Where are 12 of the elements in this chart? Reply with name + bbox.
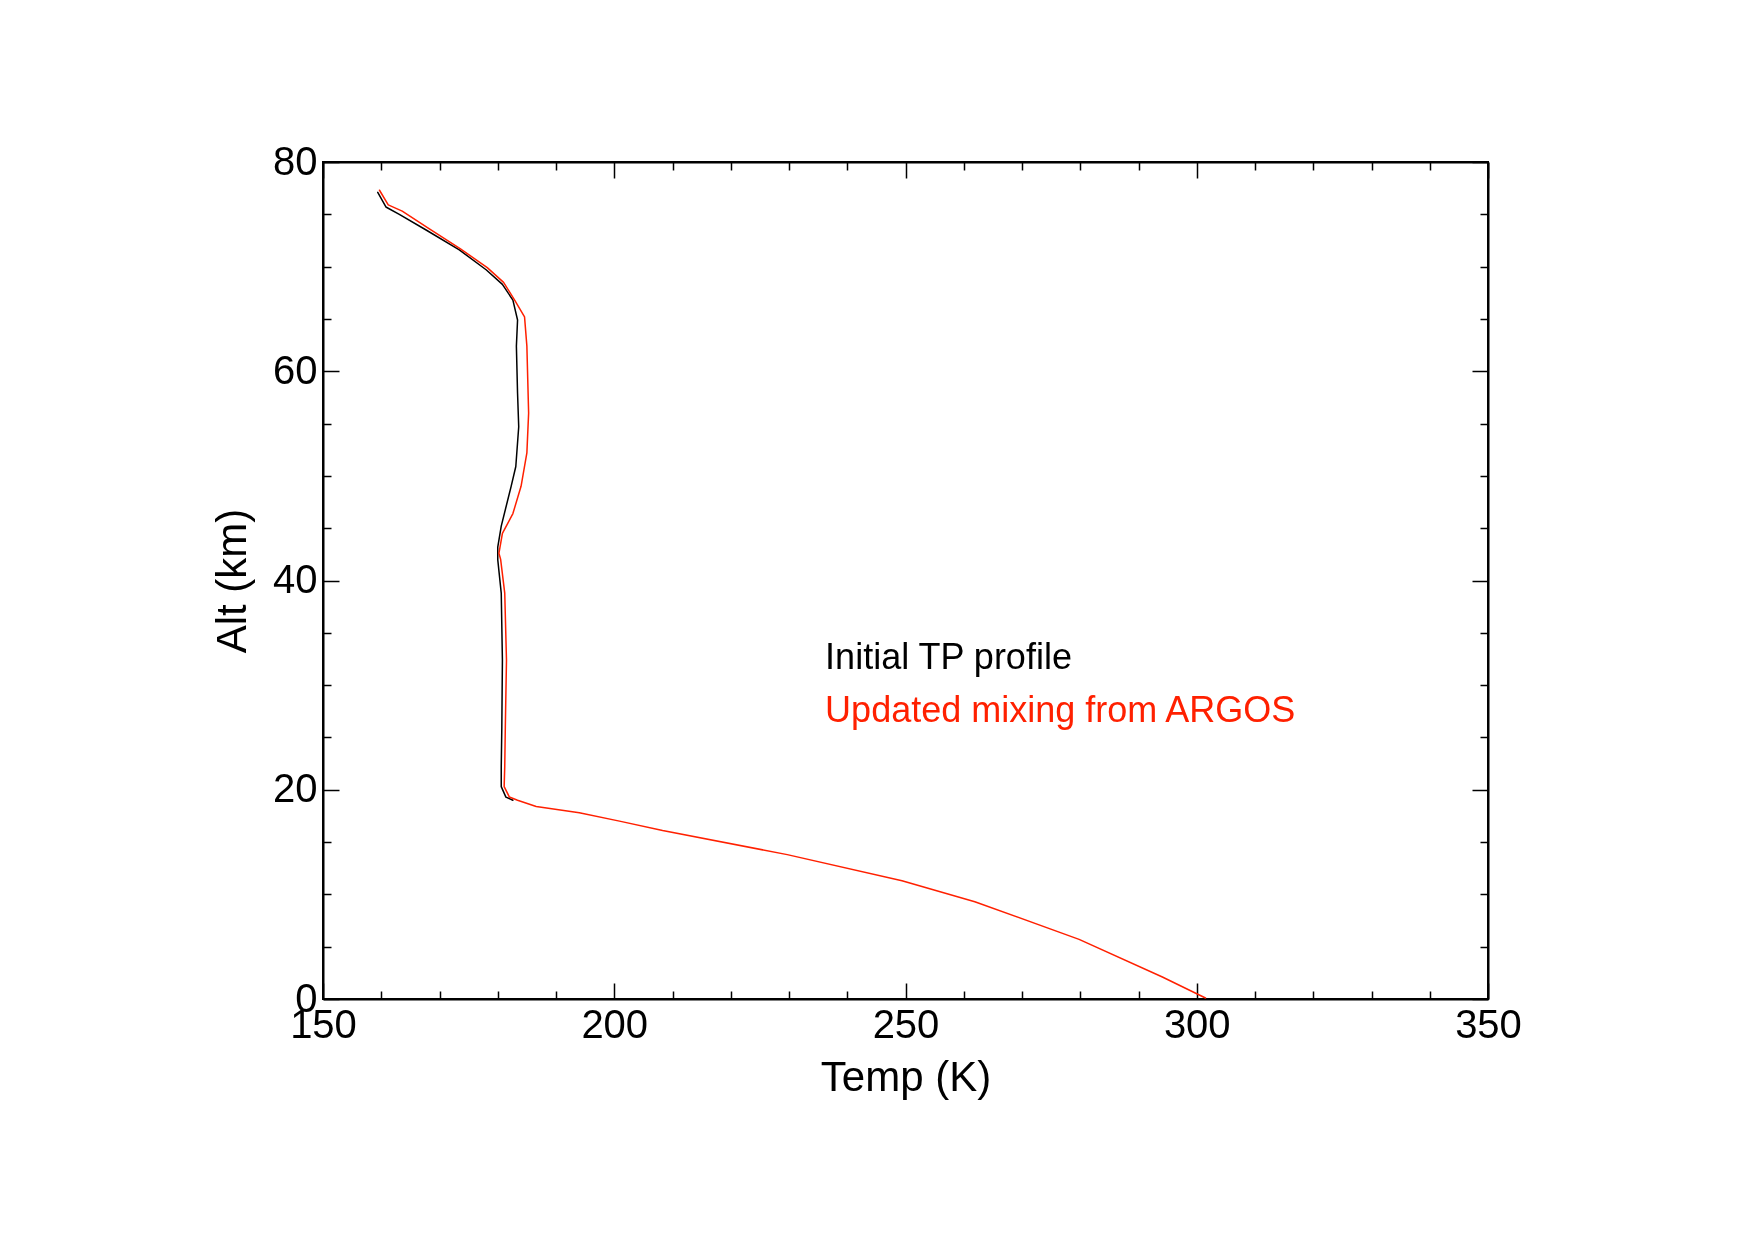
y-tick-label: 60: [273, 347, 318, 392]
y-tick-label: 20: [273, 766, 318, 811]
x-tick-label: 350: [1455, 1001, 1522, 1046]
y-tick-label: 80: [273, 138, 318, 183]
y-tick-label: 40: [273, 557, 318, 601]
text: Updated mixing from ARGOS: [825, 689, 1296, 731]
y-axis-title: Alt (km): [208, 508, 256, 654]
x-axis-title: Temp (K): [820, 1052, 992, 1100]
x-tick-label: 250: [872, 1001, 940, 1046]
x-tick-label: 300: [1163, 1001, 1231, 1046]
text: Initial TP profile: [825, 636, 1072, 678]
x-tick-label: 200: [581, 1001, 649, 1046]
